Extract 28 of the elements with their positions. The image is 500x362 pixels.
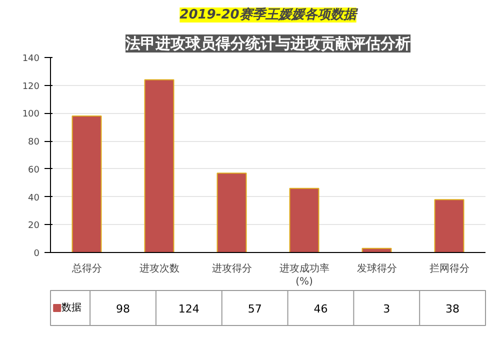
data-label: 124 — [178, 302, 200, 316]
y-tick-label: 20 — [28, 221, 40, 232]
y-tick-label: 40 — [28, 193, 40, 204]
legend-label: 数据 — [62, 302, 82, 314]
data-label: 38 — [446, 302, 460, 316]
y-tick-label: 60 — [28, 165, 40, 176]
x-tick-label: 进攻成功率 (%) — [279, 262, 330, 288]
y-tick-label: 100 — [22, 110, 40, 120]
bar — [72, 116, 102, 252]
x-tick-label: 进攻得分 — [212, 262, 252, 274]
data-label: 57 — [248, 302, 262, 316]
bar — [144, 79, 174, 252]
data-label: 46 — [314, 302, 328, 316]
x-tick-label: 发球得分 — [356, 262, 397, 274]
y-tick-label: 0 — [34, 249, 40, 259]
y-tick-label: 120 — [22, 82, 40, 92]
bar — [434, 199, 464, 252]
x-tick-label: 总得分 — [70, 262, 102, 274]
y-tick-label: 80 — [28, 138, 40, 148]
x-tick-label: 进攻次数 — [139, 262, 180, 274]
bar — [289, 188, 320, 252]
data-label: 3 — [383, 302, 390, 316]
y-tick-label: 140 — [22, 54, 40, 64]
x-tick-label: 拦网得分 — [429, 262, 470, 274]
bar — [216, 172, 247, 252]
chart-title: 2019-20赛季王媛媛各项数据 — [180, 6, 358, 22]
data-label: 98 — [116, 302, 130, 316]
chart-subtitle: 法甲进攻球员得分统计与进攻贡献评估分析 — [124, 34, 410, 52]
